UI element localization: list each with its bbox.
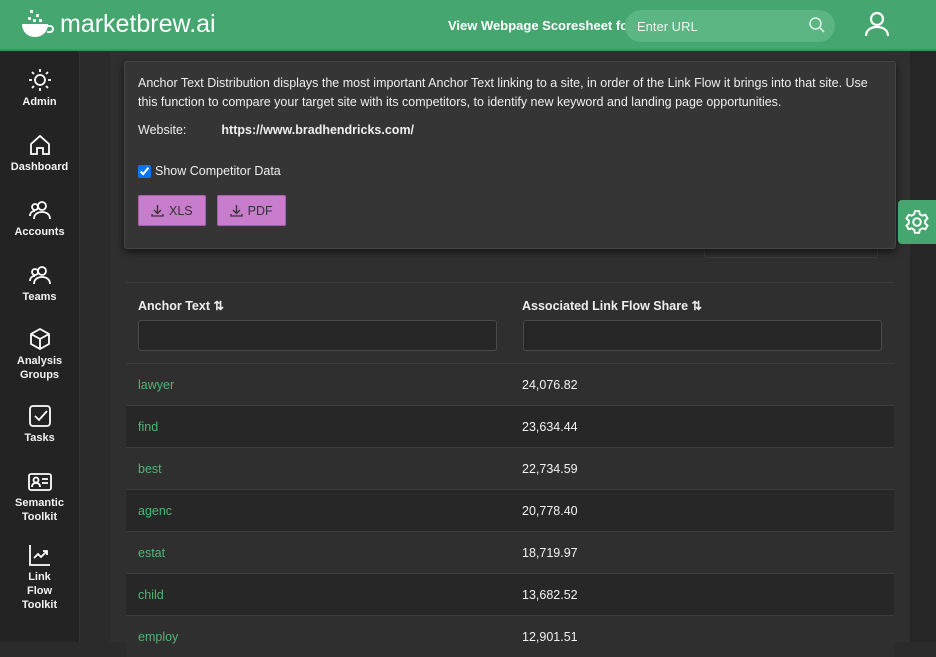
table-row: find 23,634.44: [126, 405, 894, 447]
anchor-text-link[interactable]: child: [138, 587, 164, 602]
anchor-text-link[interactable]: find: [138, 419, 159, 434]
sidebar-item-tasks[interactable]: Tasks: [0, 392, 79, 457]
settings-button[interactable]: [898, 200, 936, 244]
sidebar-item-dashboard[interactable]: Dashboard: [0, 121, 79, 186]
checkbox-icon: [28, 405, 51, 427]
column-header-anchor-text[interactable]: Anchor Text ⇅: [138, 299, 224, 313]
download-icon: [229, 205, 243, 217]
sidebar: Admin Dashboard Accounts Teams Analysis …: [0, 51, 80, 642]
brand-name: marketbrew.ai: [60, 9, 216, 38]
coffee-cup-icon: [22, 10, 54, 37]
website-label: Website:: [138, 123, 187, 137]
show-competitor-checkbox[interactable]: [138, 165, 151, 178]
table-row: agenc 20,778.40: [126, 489, 894, 531]
sun-icon: [28, 69, 51, 91]
home-icon: [29, 134, 50, 155]
sidebar-item-teams[interactable]: Teams: [0, 251, 79, 316]
sidebar-item-link-flow-toolkit[interactable]: Link Flow Toolkit: [0, 537, 79, 617]
link-flow-value: 22,734.59: [522, 461, 578, 476]
sidebar-item-admin[interactable]: Admin: [0, 56, 79, 121]
sidebar-item-analysis-groups[interactable]: Analysis Groups: [0, 316, 79, 392]
link-flow-value: 12,901.51: [522, 629, 578, 644]
search-icon[interactable]: [808, 16, 826, 34]
link-flow-value: 23,634.44: [522, 419, 578, 434]
export-xls-button[interactable]: XLS: [138, 195, 206, 226]
info-popover: Anchor Text Distribution displays the mo…: [124, 61, 896, 249]
table-row: estat 18,719.97: [126, 531, 894, 573]
anchor-text-filter[interactable]: [138, 320, 497, 351]
anchor-text-link[interactable]: estat: [138, 545, 166, 560]
users-icon: [28, 266, 51, 285]
sort-icon[interactable]: ⇅: [691, 299, 702, 313]
website-url: https://www.bradhendricks.com/: [221, 123, 415, 137]
divider: [126, 282, 894, 283]
link-flow-value: 20,778.40: [522, 503, 578, 518]
table-row: best 22,734.59: [126, 447, 894, 489]
table-row: employ 12,901.51: [126, 615, 894, 657]
anchor-text-link[interactable]: employ: [138, 629, 179, 644]
download-icon: [151, 205, 164, 217]
gear-icon: [905, 210, 929, 234]
cube-icon: [29, 327, 50, 350]
anchor-text-link[interactable]: best: [138, 461, 162, 476]
sidebar-item-semantic-toolkit[interactable]: Semantic Toolkit: [0, 457, 79, 537]
user-icon[interactable]: [864, 11, 890, 37]
sort-icon[interactable]: ⇅: [213, 299, 224, 313]
description: Anchor Text Distribution displays the mo…: [138, 76, 868, 109]
table-row: lawyer 24,076.82: [126, 363, 894, 405]
logo[interactable]: marketbrew.ai: [20, 8, 216, 40]
link-flow-value: 24,076.82: [522, 377, 578, 392]
id-card-icon: [27, 472, 52, 491]
sidebar-item-accounts[interactable]: Accounts: [0, 186, 79, 251]
chart-line-icon: [28, 544, 50, 566]
select-dropdown[interactable]: [704, 246, 878, 258]
anchor-text-link[interactable]: agenc: [138, 503, 173, 518]
link-flow-filter[interactable]: [523, 320, 882, 351]
column-header-link-flow-share[interactable]: Associated Link Flow Share ⇅: [522, 299, 702, 313]
table-row: child 13,682.52: [126, 573, 894, 615]
top-bar: marketbrew.ai View Webpage Scoresheet fo…: [0, 0, 936, 51]
link-flow-value: 13,682.52: [522, 587, 578, 602]
url-input[interactable]: [625, 10, 835, 42]
right-strip: [910, 51, 936, 642]
anchor-text-link[interactable]: lawyer: [138, 377, 175, 392]
export-pdf-button[interactable]: PDF: [216, 195, 286, 226]
show-competitor-toggle[interactable]: Show Competitor Data: [138, 162, 882, 181]
link-flow-value: 18,719.97: [522, 545, 578, 560]
scoresheet-label: View Webpage Scoresheet for:: [448, 18, 638, 33]
users-icon: [28, 201, 51, 220]
table-body: lawyer 24,076.82 find 23,634.44 best 22,734…: [126, 363, 894, 657]
